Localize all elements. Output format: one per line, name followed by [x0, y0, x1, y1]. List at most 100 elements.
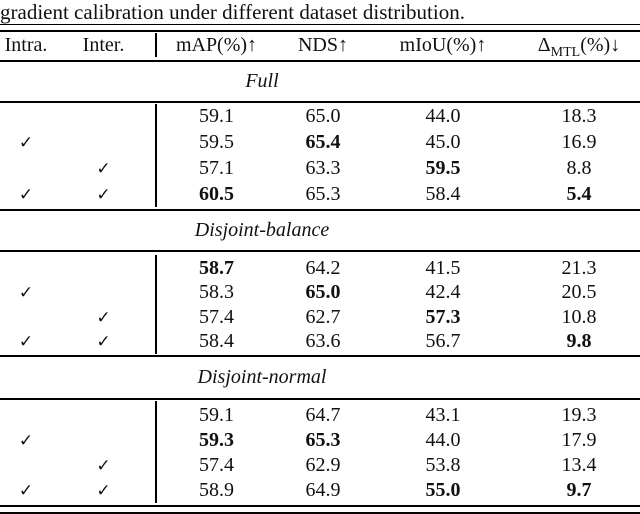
table-row: ✓ 58.3 65.0 42.4 20.5 [0, 281, 640, 306]
nds-cell: 65.4 [305, 130, 341, 153]
checkmark-icon: ✓ [18, 132, 34, 153]
table-row: ✓ ✓ 58.4 63.6 56.7 9.8 [0, 330, 640, 355]
full-data-block: 59.1 65.0 44.0 18.3 ✓ 59.5 65.4 45.0 16.… [0, 103, 640, 208]
miou-cell: 42.4 [425, 281, 461, 304]
checkmark-icon: ✓ [18, 332, 34, 353]
table-row: 58.7 64.2 41.5 21.3 [0, 256, 640, 281]
top-double-rule [0, 24, 640, 32]
intra-check-cell: ✓ [0, 479, 52, 502]
table-header-row: Intra. Inter. mAP(%)↑ NDS↑ mIoU(%)↑ ΔMTL… [0, 30, 640, 60]
bottom-double-rule [0, 505, 640, 514]
nds-cell: 65.0 [305, 104, 341, 127]
map-cell: 59.1 [199, 104, 234, 127]
table-row: ✓ 59.3 65.3 44.0 17.9 [0, 428, 640, 453]
header-bottom-rule [0, 60, 640, 62]
balance-block-bottom-rule [0, 355, 640, 357]
table-caption: gradient calibration under different dat… [0, 0, 465, 24]
full-section-rule [0, 101, 640, 103]
delta-subscript: MTL [550, 44, 581, 60]
table-row: 59.1 65.0 44.0 18.3 [0, 103, 640, 129]
map-cell: 59.5 [199, 130, 234, 153]
checkmark-icon: ✓ [96, 159, 111, 180]
nds-cell: 63.6 [305, 330, 341, 353]
delta-cell: 5.4 [566, 183, 592, 206]
delta-cell: 18.3 [561, 104, 597, 127]
section-title-full: Full [245, 70, 279, 92]
disjoint-balance-data-block: 58.7 64.2 41.5 21.3 ✓ 58.3 65.0 42.4 20.… [0, 256, 640, 354]
table-row: ✓ ✓ 60.5 65.3 58.4 5.4 [0, 182, 640, 208]
checkmark-icon: ✓ [18, 481, 34, 501]
balance-column-divider [155, 255, 157, 354]
map-cell: 57.4 [199, 305, 234, 328]
miou-cell: 55.0 [425, 479, 461, 501]
delta-cell: 8.8 [566, 157, 592, 180]
delta-cell: 17.9 [561, 429, 597, 451]
checkmark-icon: ✓ [96, 481, 111, 501]
table-row: ✓ 57.1 63.3 59.5 8.8 [0, 156, 640, 182]
nds-cell: 64.9 [305, 479, 341, 501]
map-cell: 58.7 [199, 256, 234, 279]
checkmark-icon: ✓ [96, 307, 111, 328]
miou-cell: 56.7 [425, 330, 461, 353]
col-header-delta: ΔMTL(%)↓ [518, 33, 640, 60]
intra-check-cell: ✓ [0, 183, 52, 206]
section-title-disjoint-normal: Disjoint-normal [197, 366, 327, 388]
miou-cell: 57.3 [425, 305, 461, 328]
map-cell: 60.5 [199, 183, 234, 206]
checkmark-icon: ✓ [96, 185, 111, 206]
nds-cell: 65.0 [305, 281, 341, 304]
miou-cell: 44.0 [425, 104, 461, 127]
delta-cell: 19.3 [561, 404, 597, 426]
intra-check-cell: ✓ [0, 281, 52, 304]
full-column-divider [155, 104, 157, 207]
checkmark-icon: ✓ [18, 185, 34, 206]
miou-cell: 41.5 [425, 256, 461, 279]
table-row: ✓ ✓ 58.9 64.9 55.0 9.7 [0, 478, 640, 503]
nds-cell: 62.7 [305, 305, 341, 328]
nds-cell: 65.3 [305, 429, 341, 451]
col-header-map: mAP(%)↑ [175, 33, 258, 56]
nds-cell: 65.3 [305, 183, 341, 206]
map-cell: 58.4 [199, 330, 234, 353]
balance-section-rule [0, 250, 640, 252]
delta-cell: 20.5 [561, 281, 597, 304]
normal-column-divider [155, 401, 157, 503]
col-header-inter: Inter. [82, 33, 125, 56]
inter-check-cell: ✓ [52, 183, 155, 206]
map-cell: 59.1 [199, 404, 234, 426]
col-header-nds: NDS↑ [297, 33, 348, 56]
nds-cell: 64.7 [305, 404, 341, 426]
nds-cell: 63.3 [305, 157, 341, 180]
inter-check-cell: ✓ [52, 306, 155, 329]
table-row: ✓ 57.4 62.7 57.3 10.8 [0, 305, 640, 330]
delta-cell: 9.8 [566, 330, 592, 353]
table-row: ✓ 59.5 65.4 45.0 16.9 [0, 129, 640, 155]
inter-check-cell: ✓ [52, 330, 155, 353]
miou-cell: 53.8 [425, 454, 461, 476]
col-header-intra: Intra. [4, 33, 48, 56]
delta-suffix: (%)↓ [580, 33, 621, 56]
header-column-divider [155, 33, 157, 57]
checkmark-icon: ✓ [18, 283, 34, 304]
normal-section-rule [0, 398, 640, 400]
miou-cell: 43.1 [425, 404, 461, 426]
delta-cell: 10.8 [561, 305, 597, 328]
map-cell: 57.4 [199, 454, 234, 476]
map-cell: 59.3 [199, 429, 234, 451]
miou-cell: 45.0 [425, 130, 461, 153]
col-header-miou: mIoU(%)↑ [399, 33, 487, 56]
map-cell: 58.9 [199, 479, 234, 501]
checkmark-icon: ✓ [96, 456, 111, 476]
map-cell: 58.3 [199, 281, 234, 304]
table-row: ✓ 57.4 62.9 53.8 13.4 [0, 453, 640, 478]
delta-symbol: Δ [537, 33, 551, 56]
inter-check-cell: ✓ [52, 479, 155, 502]
miou-cell: 58.4 [425, 183, 461, 206]
intra-check-cell: ✓ [0, 131, 52, 154]
checkmark-icon: ✓ [18, 431, 34, 451]
delta-cell: 13.4 [561, 454, 597, 476]
delta-cell: 9.7 [566, 479, 592, 501]
miou-cell: 44.0 [425, 429, 461, 451]
nds-cell: 62.9 [305, 454, 341, 476]
